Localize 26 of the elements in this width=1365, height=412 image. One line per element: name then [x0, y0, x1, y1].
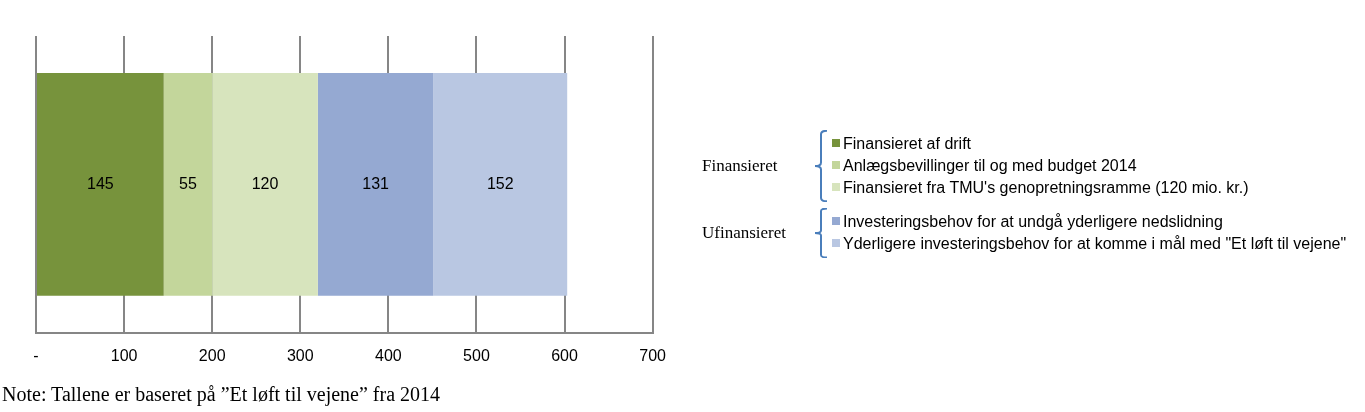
data-label: 152: [486, 174, 514, 192]
x-tick-label: 100: [110, 346, 138, 364]
x-tick-label: 200: [198, 346, 226, 364]
data-label: 145: [87, 174, 114, 192]
legend-label: Investeringsbehov for at undgå yderligere nedslidning: [843, 213, 1223, 230]
x-tick-label: 300: [286, 346, 314, 364]
data-label: 120: [251, 174, 279, 192]
x-tick-label: 400: [375, 346, 402, 364]
bar: [212, 73, 318, 296]
bar: [433, 73, 568, 296]
text: Note: Tallene er baseret på ”Et løft til vejene” fra 2014: [2, 383, 441, 406]
legend-label: Anlægsbevillinger til og med budget 2014: [843, 157, 1137, 174]
x-tick-label: 700: [639, 346, 667, 364]
bar: [163, 73, 213, 296]
bar: [37, 73, 164, 296]
bar: [317, 73, 434, 296]
data-label: 131: [362, 174, 390, 192]
legend-label: Yderligere investeringsbehov for at komme i mål med "Et løft til vejene": [843, 235, 1347, 252]
x-tick-label: 500: [463, 346, 490, 364]
legend-label: Finansieret fra TMU's genopretningsramme (120 mio. kr.): [843, 179, 1249, 196]
legend-label: Finansieret af drift: [843, 135, 972, 152]
text: Finansieret: [701, 156, 779, 176]
x-tick-label: 600: [551, 346, 578, 364]
text: Ufinansieret: [701, 223, 788, 243]
x-tick-label: -: [33, 346, 39, 364]
data-label: 55: [179, 174, 197, 192]
